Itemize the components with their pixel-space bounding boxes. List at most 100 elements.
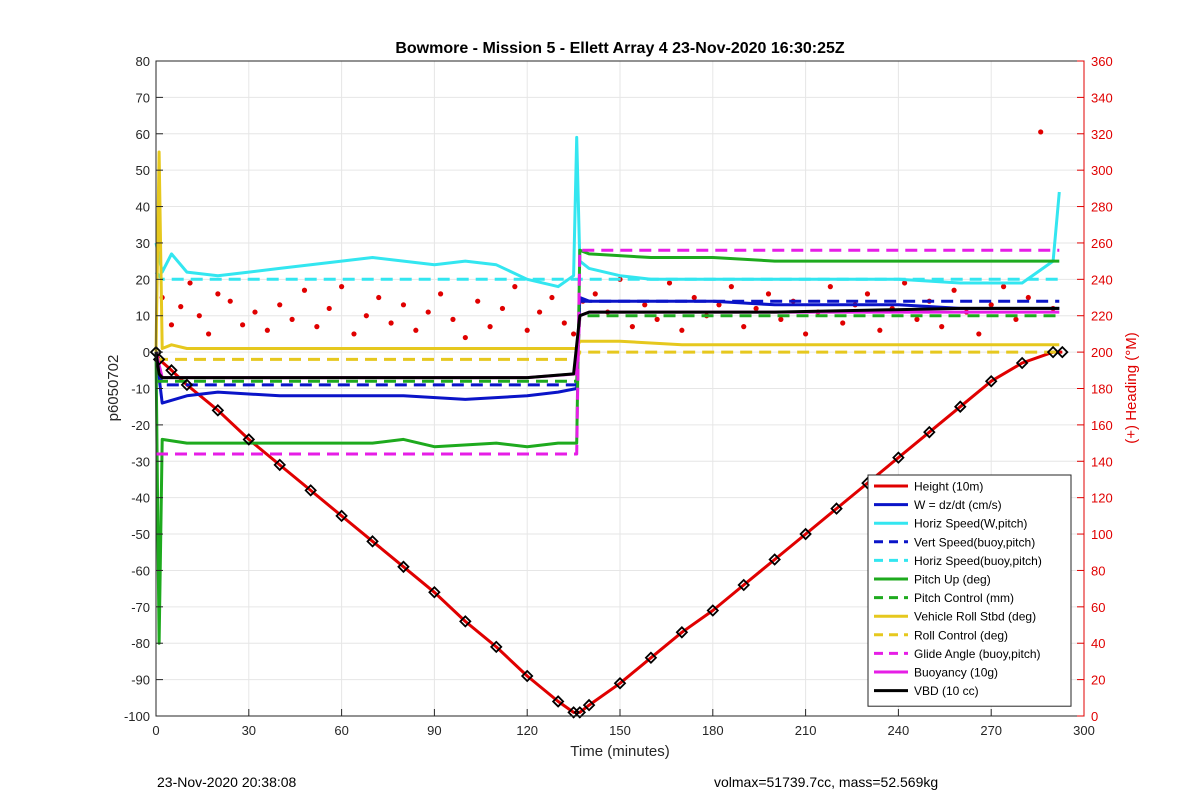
height-marker [335, 509, 348, 523]
y2-tick-label: 0 [1091, 709, 1098, 724]
heading-point [592, 291, 598, 297]
heading-point [168, 322, 175, 328]
heading-point [976, 331, 982, 337]
heading-point [753, 305, 759, 312]
heading-point [339, 284, 345, 290]
y2-tick-label: 260 [1091, 236, 1113, 251]
series-line [156, 248, 1060, 456]
y-tick-label: 80 [136, 54, 150, 69]
legend-label: Roll Control (deg) [914, 628, 1008, 642]
y2-tick-label: 360 [1091, 54, 1113, 69]
height-marker [520, 669, 534, 683]
heading-point [629, 324, 635, 330]
y-tick-label: 30 [136, 236, 150, 251]
x-tick-label: 150 [609, 723, 631, 738]
heading-point [536, 309, 543, 315]
x-tick-label: 60 [334, 723, 348, 738]
heading-point [437, 291, 444, 297]
heading-point [178, 304, 184, 310]
heading-point [691, 294, 697, 301]
y2-tick-label: 300 [1091, 163, 1113, 178]
heading-point [301, 287, 308, 293]
legend-label: Pitch Up (deg) [914, 573, 991, 587]
legend-box [867, 474, 1072, 707]
heading-point [314, 324, 320, 330]
heading-point [252, 309, 258, 315]
y-tick-label: -10 [131, 382, 150, 397]
y-tick-label: -90 [131, 673, 150, 688]
heading-point [196, 313, 202, 319]
heading-point [939, 324, 945, 330]
heading-point [571, 331, 577, 337]
y2-tick-label: 100 [1091, 527, 1113, 542]
height-marker [180, 378, 194, 392]
heading-point [765, 291, 772, 297]
y-tick-label: 50 [136, 163, 150, 178]
y-tick-label: -60 [131, 563, 150, 578]
y2-tick-label: 140 [1091, 454, 1113, 469]
height-marker [799, 527, 812, 541]
heading-point [524, 327, 530, 333]
heading-point [654, 316, 660, 322]
legend-label: VBD (10 cc) [914, 684, 979, 698]
y-tick-label: -80 [131, 636, 150, 651]
height-marker [737, 578, 751, 592]
y2-tick-label: 20 [1091, 673, 1105, 688]
x-tick-label: 0 [152, 723, 159, 738]
heading-point [679, 327, 685, 333]
height-marker [459, 615, 472, 628]
heading-point [326, 305, 332, 312]
x-axis-label: Time (minutes) [570, 743, 669, 760]
y-tick-label: 60 [136, 127, 150, 142]
y2-tick-label: 220 [1091, 309, 1113, 324]
heading-point [864, 291, 871, 297]
y2-tick-label: 80 [1091, 563, 1105, 578]
height-marker [768, 553, 781, 566]
legend-label: W = dz/dt (cm/s) [914, 498, 1002, 512]
heading-point [803, 331, 809, 337]
heading-point [240, 322, 246, 328]
height-marker [489, 640, 503, 654]
series-line [154, 306, 1060, 380]
heading-point [642, 302, 648, 308]
x-tick-label: 210 [795, 723, 817, 738]
heading-point [227, 298, 233, 304]
y-tick-label: -40 [131, 491, 150, 506]
height-marker [644, 651, 658, 665]
heading-point [988, 302, 994, 308]
heading-point [914, 316, 920, 322]
heading-point [388, 320, 394, 326]
heading-point [363, 313, 369, 319]
heading-point [376, 294, 382, 301]
heading-point [728, 284, 734, 290]
y-tick-label: -70 [131, 600, 150, 615]
heading-point [264, 327, 270, 333]
legend-label: Horiz Speed(buoy,pitch) [914, 554, 1042, 568]
legend-label: Horiz Speed(W,pitch) [914, 517, 1027, 531]
heading-point [512, 284, 518, 290]
height-marker [892, 451, 905, 464]
height-marker [273, 458, 287, 472]
legend-label: Height (10m) [914, 480, 983, 494]
heading-point [187, 280, 193, 286]
y-tick-label: -20 [131, 418, 150, 433]
series-line [156, 314, 1060, 383]
heading-point [877, 327, 883, 333]
y-tick-label: 20 [136, 272, 150, 287]
y2-tick-label: 40 [1091, 636, 1105, 651]
height-marker [675, 626, 689, 639]
x-tick-label: 240 [888, 723, 910, 738]
heading-point [549, 294, 555, 301]
series-line [154, 271, 1060, 281]
height-marker [397, 560, 410, 574]
legend-label: Pitch Control (mm) [914, 591, 1014, 605]
heading-point [215, 291, 221, 297]
height-marker [830, 502, 843, 515]
height-marker [304, 484, 317, 497]
heading-point [1000, 284, 1007, 290]
heading-point [487, 324, 493, 330]
heading-point [840, 320, 846, 326]
heading-point [289, 316, 295, 322]
series-line [154, 248, 1060, 645]
